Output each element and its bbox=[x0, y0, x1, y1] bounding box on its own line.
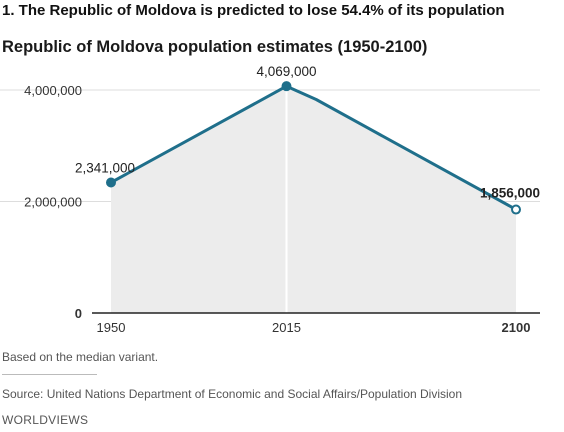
source-text: Source: United Nations Department of Eco… bbox=[2, 387, 463, 401]
x-tick-label: 1950 bbox=[97, 320, 126, 335]
data-label: 4,069,000 bbox=[256, 64, 316, 79]
data-point bbox=[106, 177, 116, 188]
x-tick-label: 2100 bbox=[502, 320, 531, 335]
divider bbox=[2, 374, 97, 375]
population-area-chart: 0 2,000,000 4,000,000 1950 2015 2100 2,341,0… bbox=[0, 64, 540, 335]
area-fill bbox=[111, 86, 516, 313]
y-tick-label: 4,000,000 bbox=[24, 83, 82, 98]
headline: 1. The Republic of Moldova is predicted … bbox=[2, 2, 505, 19]
data-label: 2,341,000 bbox=[75, 160, 135, 175]
data-point bbox=[281, 81, 292, 92]
data-label: 1,856,000 bbox=[480, 186, 540, 201]
chart-title: Republic of Moldova population estimates… bbox=[2, 38, 428, 56]
series-line bbox=[110, 84, 517, 211]
data-point bbox=[511, 204, 521, 215]
brand-label: WORLDVIEWS bbox=[2, 413, 89, 427]
y-tick-label: 0 bbox=[75, 306, 82, 321]
chart-note: Based on the median variant. bbox=[2, 350, 159, 364]
y-tick-label: 2,000,000 bbox=[24, 195, 82, 210]
x-tick-label: 2015 bbox=[272, 320, 301, 335]
